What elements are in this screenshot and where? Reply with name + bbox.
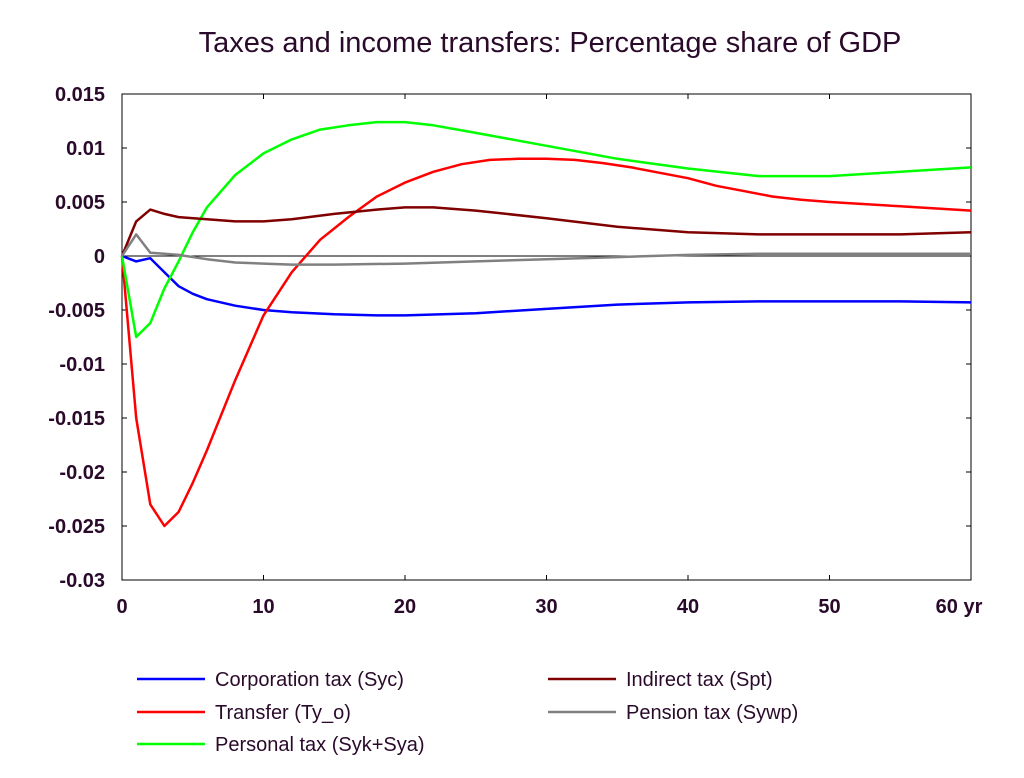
x-tick-label: 0 [116, 596, 127, 618]
chart-title: Taxes and income transfers: Percentage s… [199, 27, 902, 59]
y-tick-label: -0.02 [59, 462, 105, 484]
plot-area [121, 93, 972, 581]
series-line-corporation-tax-syc [121, 254, 972, 317]
series-group [120, 120, 972, 528]
x-tick-label: 30 [535, 596, 557, 618]
series-line-pension-tax-sywp [120, 233, 971, 266]
y-tick-label: -0.005 [48, 300, 105, 322]
x-tick-label: 20 [394, 596, 416, 618]
legend-label-personal-tax-syk-sya: Personal tax (Syk+Sya) [215, 734, 425, 756]
y-tick-label: -0.015 [48, 408, 105, 430]
y-tick-label: -0.01 [59, 354, 105, 376]
x-tick-label: 60 yr [936, 596, 983, 618]
y-tick-label: 0.015 [55, 84, 105, 106]
y-tick-label: 0.01 [66, 138, 105, 160]
series-line-personal-tax-syk-sya [120, 120, 972, 339]
y-tick-label: 0 [94, 246, 105, 268]
legend: Corporation tax (Syc) Indirect tax (Spt) T… [137, 669, 798, 756]
x-tick-label: 10 [252, 596, 274, 618]
legend-label-pension-tax-sywp: Pension tax (Sywp) [626, 702, 798, 724]
x-tick-label: 40 [677, 596, 699, 618]
y-tick-label: -0.03 [59, 570, 105, 592]
y-tick-label: -0.025 [48, 516, 105, 538]
legend-label-transfer-ty-o: Transfer (Ty_o) [215, 702, 351, 724]
y-tick-label: 0.005 [55, 192, 105, 214]
x-tick-label: 50 [818, 596, 840, 618]
x-axis: 0 10 20 30 40 50 60 yr [116, 94, 983, 618]
legend-label-indirect-tax-spt: Indirect tax (Spt) [626, 669, 773, 691]
series-line-transfer-ty-o [120, 157, 972, 528]
series-line-indirect-tax-spt [120, 206, 972, 257]
legend-label-corporation-tax-syc: Corporation tax (Syc) [215, 669, 404, 691]
y-axis: 0.015 0.01 0.005 0 -0.005 -0.01 -0.015 -0.02 -0.… [48, 84, 971, 592]
